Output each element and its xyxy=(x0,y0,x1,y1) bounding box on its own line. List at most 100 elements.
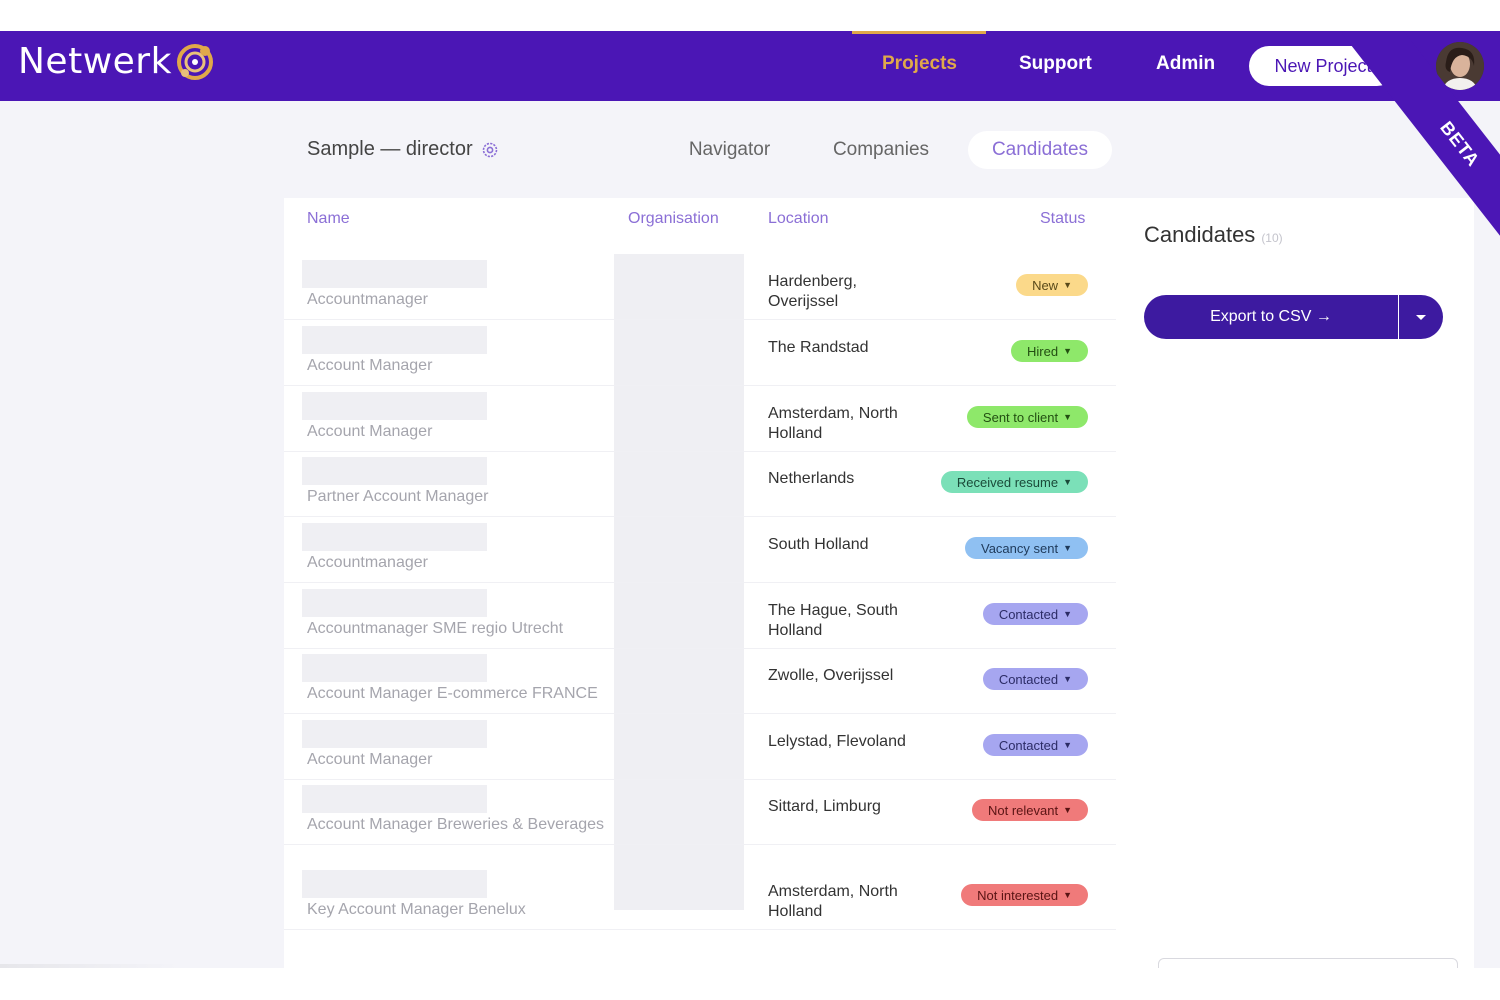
candidate-name-redacted xyxy=(302,260,487,288)
candidates-table: Name Organisation Location Status Accoun… xyxy=(284,198,1116,968)
avatar[interactable] xyxy=(1436,42,1484,90)
candidate-name-redacted xyxy=(302,870,487,898)
bottom-left-shadow xyxy=(0,964,180,968)
candidate-name-redacted xyxy=(302,589,487,617)
status-dropdown[interactable]: New ▼ xyxy=(1016,274,1088,296)
candidate-role: Account Manager Breweries & Beverages xyxy=(307,816,605,833)
candidate-name-redacted xyxy=(302,720,487,748)
new-project-button[interactable]: New Project xyxy=(1249,46,1397,86)
candidate-location: South Holland xyxy=(768,536,869,553)
nav-active-indicator xyxy=(852,31,986,34)
candidate-role: Accountmanager xyxy=(307,554,428,571)
project-title: Sample — director xyxy=(307,138,499,161)
project-title-text: Sample — director xyxy=(307,138,473,160)
table-row[interactable]: Accountmanager SME regio Utrecht The Hagu… xyxy=(284,583,1116,649)
candidate-role: Account Manager xyxy=(307,423,433,440)
status-label: New xyxy=(1032,277,1059,293)
caret-down-icon xyxy=(1415,310,1427,325)
logo[interactable]: Netwerk xyxy=(18,41,215,82)
logo-text: Netwerk xyxy=(18,41,172,82)
candidate-name-redacted xyxy=(302,785,487,813)
candidate-location: The Hague, South Holland xyxy=(768,602,898,639)
caret-down-icon: ▼ xyxy=(1063,412,1072,422)
candidate-name-redacted xyxy=(302,457,487,485)
status-label: Sent to client xyxy=(982,409,1059,425)
top-navbar: Netwerk Projects Support Admin New Proje… xyxy=(0,31,1500,101)
status-label: Not relevant xyxy=(987,802,1059,818)
side-panel-title: Candidates (10) xyxy=(1144,222,1283,248)
status-dropdown[interactable]: Contacted ▼ xyxy=(982,734,1088,756)
candidate-location: Sittard, Limburg xyxy=(768,798,881,815)
nav-support[interactable]: Support xyxy=(1019,53,1092,74)
status-dropdown[interactable]: Contacted ▼ xyxy=(982,668,1088,690)
status-label: Hired xyxy=(1027,343,1059,359)
table-row[interactable]: Partner Account Manager Netherlands Receiv… xyxy=(284,451,1116,517)
table-row[interactable]: Account Manager The Randstad Hired ▼ xyxy=(284,320,1116,386)
table-row[interactable]: Accountmanager South Holland Vacancy sent ▼ xyxy=(284,517,1116,583)
globe-logo-icon xyxy=(175,42,215,82)
candidate-name-redacted xyxy=(302,523,487,551)
caret-down-icon: ▼ xyxy=(1063,890,1072,900)
caret-down-icon: ▼ xyxy=(1063,346,1072,356)
column-header-name[interactable]: Name xyxy=(307,210,350,227)
status-dropdown[interactable]: Hired ▼ xyxy=(1011,340,1088,362)
status-dropdown[interactable]: Not relevant ▼ xyxy=(971,799,1088,821)
caret-down-icon: ▼ xyxy=(1063,674,1072,684)
table-row[interactable]: Accountmanager Hardenberg, Overijssel New ▼ xyxy=(284,254,1116,320)
table-row[interactable]: Account Manager Breweries & Beverages Sit… xyxy=(284,779,1116,845)
column-header-location[interactable]: Location xyxy=(768,210,829,227)
status-dropdown[interactable]: Contacted ▼ xyxy=(982,603,1088,625)
candidate-role: Partner Account Manager xyxy=(307,488,489,505)
candidate-role: Key Account Manager Benelux xyxy=(307,901,526,918)
status-label: Vacancy sent xyxy=(980,540,1059,556)
candidate-location: Hardenberg, Overijssel xyxy=(768,273,857,310)
tab-companies[interactable]: Companies xyxy=(832,139,930,160)
bottom-strip xyxy=(0,968,1500,1000)
candidate-location: Zwolle, Overijssel xyxy=(768,667,894,684)
column-header-organisation[interactable]: Organisation xyxy=(628,210,719,227)
candidate-location: Lelystad, Flevoland xyxy=(768,733,906,750)
status-label: Not interested xyxy=(977,887,1059,903)
caret-down-icon: ▼ xyxy=(1063,477,1072,487)
status-dropdown[interactable]: Vacancy sent ▼ xyxy=(964,537,1088,559)
tab-candidates[interactable]: Candidates xyxy=(968,131,1112,169)
status-dropdown[interactable]: Received resume ▼ xyxy=(940,471,1088,493)
candidate-location: Amsterdam, North Holland xyxy=(768,405,898,442)
export-options-button[interactable] xyxy=(1399,295,1443,339)
nav-admin[interactable]: Admin xyxy=(1156,53,1216,74)
candidate-name-redacted xyxy=(302,326,487,354)
table-row[interactable]: Key Account Manager Benelux Amsterdam, No… xyxy=(284,864,1116,930)
candidate-role: Account Manager xyxy=(307,357,433,374)
gear-icon[interactable] xyxy=(481,141,499,159)
side-panel-card xyxy=(1158,958,1458,968)
nav-projects[interactable]: Projects xyxy=(882,53,957,74)
side-panel-title-text: Candidates xyxy=(1144,222,1256,247)
caret-down-icon: ▼ xyxy=(1063,609,1072,619)
candidate-name-redacted xyxy=(302,654,487,682)
status-label: Contacted xyxy=(998,671,1059,687)
table-row[interactable]: Account Manager E-commerce FRANCE Zwolle,… xyxy=(284,648,1116,714)
app-window: Netwerk Projects Support Admin New Proje… xyxy=(0,31,1500,968)
caret-down-icon: ▼ xyxy=(1063,543,1072,553)
status-label: Received resume xyxy=(956,474,1059,490)
candidate-role: Account Manager E-commerce FRANCE xyxy=(307,685,598,702)
tab-navigator[interactable]: Navigator xyxy=(688,139,771,160)
candidate-role: Account Manager xyxy=(307,751,433,768)
caret-down-icon: ▼ xyxy=(1063,280,1072,290)
export-csv-button[interactable]: Export to CSV → xyxy=(1144,295,1398,339)
status-label: Contacted xyxy=(998,737,1059,753)
status-label: Contacted xyxy=(998,606,1059,622)
caret-down-icon: ▼ xyxy=(1063,740,1072,750)
column-header-status[interactable]: Status xyxy=(1040,210,1086,227)
table-row[interactable]: Account Manager Lelystad, Flevoland Contac… xyxy=(284,714,1116,780)
candidate-location: The Randstad xyxy=(768,339,869,356)
table-row[interactable]: Account Manager Amsterdam, North Holland S… xyxy=(284,386,1116,452)
caret-down-icon: ▼ xyxy=(1063,805,1072,815)
candidate-location: Amsterdam, North Holland xyxy=(768,883,898,920)
candidate-role: Accountmanager SME regio Utrecht xyxy=(307,620,564,637)
status-dropdown[interactable]: Sent to client ▼ xyxy=(966,406,1088,428)
candidate-count: (10) xyxy=(1261,231,1283,245)
candidate-name-redacted xyxy=(302,392,487,420)
candidates-side-panel: Candidates (10) Export to CSV → xyxy=(1116,198,1474,968)
status-dropdown[interactable]: Not interested ▼ xyxy=(961,884,1088,906)
